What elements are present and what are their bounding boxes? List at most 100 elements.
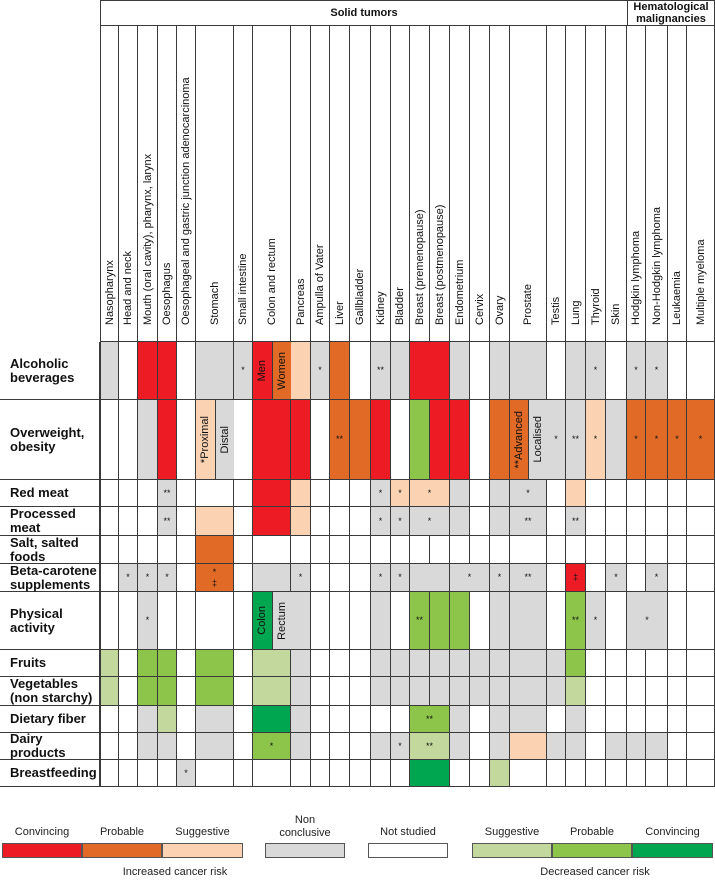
matrix-cell [177, 677, 196, 706]
matrix-cell: * [627, 400, 646, 480]
legend-swatch [162, 843, 243, 858]
matrix-cell [350, 400, 371, 480]
matrix-cell: * [158, 564, 177, 592]
matrix-cell [138, 677, 158, 706]
matrix-cell: Men Women [253, 342, 291, 400]
matrix-cell [234, 564, 253, 592]
matrix-cell [606, 480, 627, 507]
column-header: Mouth (oral cavity), pharynx, larynx [138, 25, 158, 342]
split-cell-label: Distal [218, 425, 231, 454]
matrix-cell [234, 677, 253, 706]
matrix-cell [158, 536, 177, 564]
evidence-mark: * [593, 434, 598, 444]
column-header: Nasopharynx [100, 25, 119, 342]
matrix-cell [470, 677, 490, 706]
matrix-cell [547, 733, 566, 760]
matrix-cell [668, 733, 687, 760]
matrix-cell [606, 507, 627, 536]
column-header-label: Endometrium [453, 259, 466, 325]
matrix-cell [234, 507, 253, 536]
matrix-cell [490, 650, 510, 677]
column-header-label: Gallbladder [354, 268, 366, 325]
evidence-mark: * [378, 487, 383, 498]
matrix-cell: * [253, 733, 291, 760]
matrix-cell [350, 677, 371, 706]
split-cell-part: Women [272, 342, 291, 399]
column-header-label: Bladder [394, 287, 406, 325]
column-header: Colon and rectum [253, 25, 291, 342]
column-header: Leukaemia [668, 25, 687, 342]
matrix-cell [253, 536, 291, 564]
matrix-cell: ** [158, 507, 177, 536]
matrix-cell [510, 677, 547, 706]
matrix-cell [586, 536, 606, 564]
evidence-mark: * [654, 434, 659, 444]
matrix-cell [253, 677, 291, 706]
matrix-cell [646, 480, 668, 507]
matrix-cell [350, 536, 371, 564]
matrix-cell [253, 564, 291, 592]
matrix-cell [371, 400, 391, 480]
matrix-cell [119, 733, 138, 760]
evidence-mark: * [698, 434, 703, 444]
column-header: Lung [566, 25, 586, 342]
matrix-cell [177, 536, 196, 564]
matrix-cell [291, 342, 311, 400]
matrix-cell [547, 592, 566, 650]
column-header: Skin [606, 25, 627, 342]
matrix-cell [470, 733, 490, 760]
matrix-cell: * [391, 507, 410, 536]
matrix-cell [450, 536, 470, 564]
matrix-cell [430, 400, 450, 480]
column-header-label: Multiple myeloma [694, 239, 707, 325]
matrix-cell [138, 342, 158, 400]
matrix-cell [330, 507, 350, 536]
matrix-cell [606, 592, 627, 650]
split-cell-label: Colon [256, 606, 268, 635]
matrix-cell [668, 480, 687, 507]
evidence-mark: ** [163, 487, 171, 498]
column-header: Kidney [371, 25, 391, 342]
matrix-cell [158, 760, 177, 787]
matrix-cell: * [311, 342, 330, 400]
row-label: Vegetables (non starchy) [0, 677, 100, 706]
matrix-cell: ** [510, 564, 547, 592]
matrix-cell [668, 342, 687, 400]
column-header: Bladder [391, 25, 410, 342]
matrix-cell [100, 480, 119, 507]
matrix-cell [646, 650, 668, 677]
matrix-cell [253, 760, 291, 787]
matrix-cell [627, 677, 646, 706]
column-header-label: Leukaemia [671, 271, 683, 325]
matrix-cell [311, 400, 330, 480]
matrix-cell [566, 733, 586, 760]
matrix-cell: * [371, 507, 391, 536]
matrix-cell [510, 592, 547, 650]
matrix-cell [100, 650, 119, 677]
matrix-cell [177, 650, 196, 677]
matrix-cell [196, 507, 234, 536]
column-header: Non-Hodgkin lymphoma [646, 25, 668, 342]
column-header: Cervix [470, 25, 490, 342]
evidence-mark: * [184, 767, 188, 778]
legend-label: Non conclusive [279, 814, 331, 839]
matrix-cell [311, 507, 330, 536]
matrix-cell: ** [410, 592, 430, 650]
matrix-cell [253, 706, 291, 733]
matrix-cell [100, 706, 119, 733]
column-header: Hodgkin lymphoma [627, 25, 646, 342]
matrix-cell [330, 480, 350, 507]
group-header-solid-tumors: Solid tumors [100, 0, 628, 26]
matrix-cell [586, 760, 606, 787]
matrix-cell [330, 760, 350, 787]
split-cell-label: Men [256, 359, 268, 382]
row-label: Processed meat [0, 507, 100, 536]
legend-swatch [368, 843, 448, 858]
matrix-cell: * [450, 564, 490, 592]
matrix-cell [490, 592, 510, 650]
column-header-label: Mouth (oral cavity), pharynx, larynx [141, 153, 154, 325]
evidence-mark: * [593, 615, 598, 625]
matrix-cell [687, 480, 715, 507]
column-header-label: Head and neck [122, 251, 134, 325]
matrix-cell [330, 342, 350, 400]
